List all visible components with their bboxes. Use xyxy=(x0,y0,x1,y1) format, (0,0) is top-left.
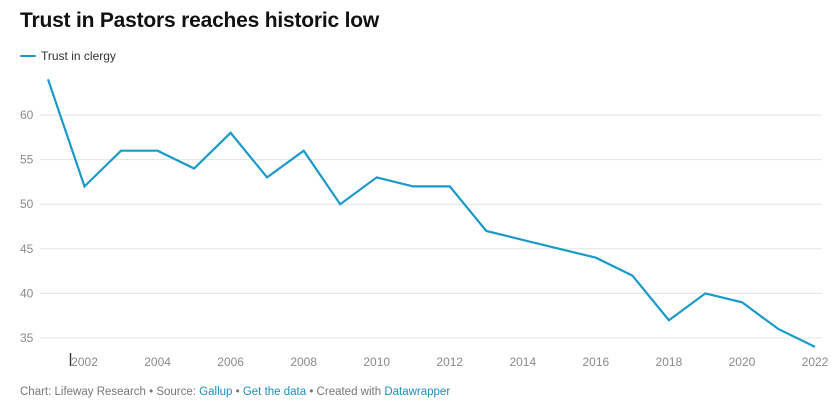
series-line-trust-in-clergy xyxy=(46,78,816,348)
y-tick-label: 60 xyxy=(20,108,34,122)
y-tick-label: 35 xyxy=(20,331,34,345)
chart-title: Trust in Pastors reaches historic low xyxy=(20,9,380,32)
y-tick-label: 40 xyxy=(20,286,34,300)
x-tick-label: 2018 xyxy=(656,355,683,369)
source-link[interactable]: Gallup xyxy=(199,386,233,398)
footer-created-with: • Created with xyxy=(306,386,385,398)
x-tick-label: 2006 xyxy=(217,355,244,369)
legend-swatch xyxy=(20,54,36,58)
y-tick-label: 50 xyxy=(20,197,34,211)
datawrapper-link[interactable]: Datawrapper xyxy=(384,386,451,398)
y-tick-label: 55 xyxy=(20,153,34,167)
x-tick-label: 2014 xyxy=(509,355,536,369)
footer-credit: Chart: Lifeway Research • Source: xyxy=(20,386,200,398)
x-tick-label: 2012 xyxy=(436,355,463,369)
y-tick-label: 45 xyxy=(20,242,34,256)
x-tick-label: 2020 xyxy=(729,355,756,369)
legend: Trust in clergy xyxy=(20,49,116,63)
x-tick-label: 2002 xyxy=(71,355,98,369)
legend-label: Trust in clergy xyxy=(41,49,116,63)
x-tick-label: 2008 xyxy=(290,355,317,369)
x-tick-label: 2022 xyxy=(802,355,829,369)
x-tick-label: 2004 xyxy=(144,355,171,369)
x-tick-label: 2016 xyxy=(583,355,610,369)
x-tick-label: 2010 xyxy=(363,355,390,369)
footer-separator: • xyxy=(232,386,243,398)
get-data-link[interactable]: Get the data xyxy=(242,386,307,398)
chart-footer: Chart: Lifeway Research • Source: Gallup… xyxy=(20,386,450,398)
